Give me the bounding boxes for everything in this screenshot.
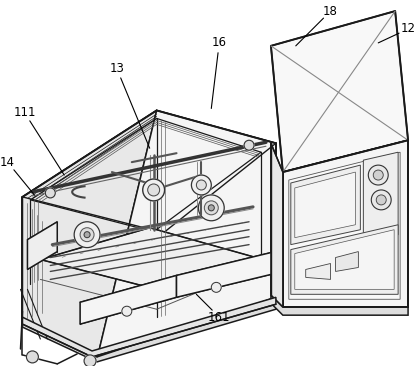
Text: 161: 161 [208,310,230,324]
Circle shape [80,228,94,241]
Circle shape [376,195,386,205]
Polygon shape [28,222,57,269]
Polygon shape [336,251,358,272]
Polygon shape [40,228,256,289]
Polygon shape [23,110,157,359]
Circle shape [74,222,100,248]
Text: 12: 12 [401,22,416,36]
Polygon shape [271,295,408,315]
Circle shape [208,205,214,211]
Polygon shape [80,275,176,324]
Polygon shape [295,172,355,238]
Text: 16: 16 [212,36,227,50]
Circle shape [204,201,218,215]
Text: 111: 111 [13,106,36,119]
Circle shape [26,351,39,363]
Polygon shape [306,264,331,279]
Circle shape [191,175,211,195]
Circle shape [371,190,391,210]
Polygon shape [289,152,400,299]
Circle shape [122,306,132,316]
Circle shape [147,184,160,196]
Circle shape [84,355,96,367]
Text: 13: 13 [109,62,124,75]
Circle shape [198,195,224,221]
Circle shape [368,165,388,185]
Polygon shape [291,165,360,245]
Circle shape [45,188,55,198]
Polygon shape [291,225,398,294]
Polygon shape [271,11,408,172]
Polygon shape [23,297,276,357]
Polygon shape [363,152,398,240]
Circle shape [84,232,90,238]
Polygon shape [295,230,394,289]
Text: 14: 14 [0,156,15,168]
Circle shape [211,282,221,292]
Circle shape [197,180,206,190]
Circle shape [244,140,254,150]
Polygon shape [97,110,276,359]
Polygon shape [271,143,283,307]
Polygon shape [23,301,276,362]
Polygon shape [176,252,271,297]
Circle shape [373,170,383,180]
Text: 18: 18 [323,4,338,18]
Polygon shape [283,140,408,307]
Circle shape [143,179,165,201]
Polygon shape [23,110,276,233]
